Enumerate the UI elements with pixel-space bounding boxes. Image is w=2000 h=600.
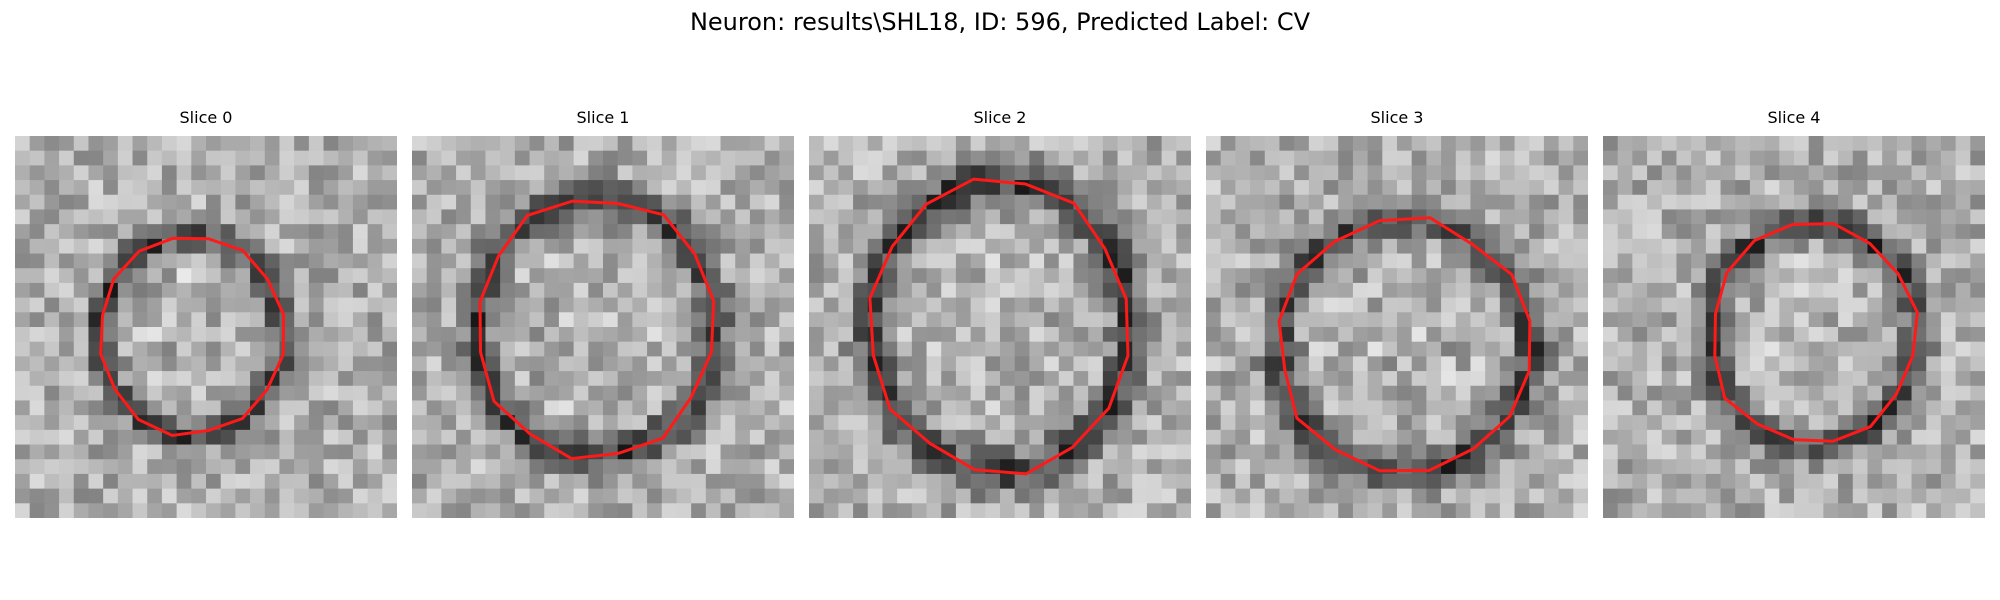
segmentation-contour — [868, 177, 1130, 476]
em-image — [15, 136, 397, 518]
slice-title: Slice 2 — [973, 108, 1027, 127]
segmentation-contour — [99, 236, 286, 438]
segmentation-contour — [1277, 216, 1532, 473]
em-image — [412, 136, 794, 518]
em-image — [1206, 136, 1588, 518]
slice-panel-4: Slice 4 — [1603, 106, 1985, 518]
slice-panel-3: Slice 3 — [1206, 106, 1588, 518]
slice-title: Slice 3 — [1370, 108, 1424, 127]
em-image — [809, 136, 1191, 518]
slice-title: Slice 4 — [1767, 108, 1821, 127]
em-image — [1603, 136, 1985, 518]
slice-title: Slice 0 — [179, 108, 233, 127]
slice-panel-2: Slice 2 — [809, 106, 1191, 518]
slice-title: Slice 1 — [576, 108, 630, 127]
segmentation-contour — [478, 199, 716, 461]
slice-panel-1: Slice 1 — [412, 106, 794, 518]
slice-panel-0: Slice 0 — [15, 106, 397, 518]
segmentation-contour — [1713, 222, 1919, 443]
figure-title: Neuron: results\SHL18, ID: 596, Predicte… — [689, 8, 1311, 36]
